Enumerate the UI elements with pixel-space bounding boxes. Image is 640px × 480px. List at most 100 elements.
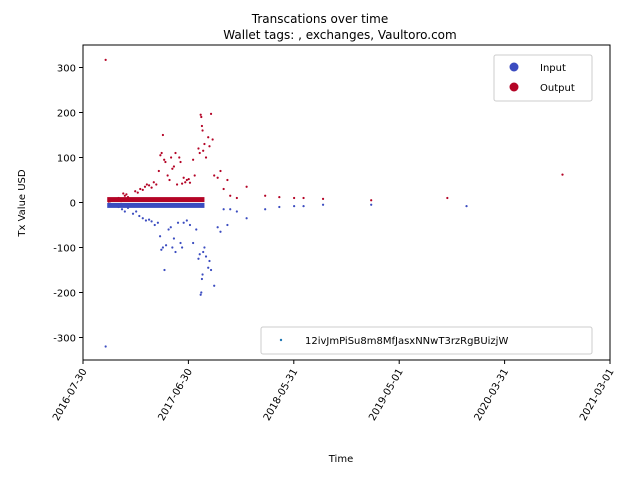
dense-band-input	[107, 202, 205, 208]
point-output	[112, 197, 115, 200]
point-input	[200, 291, 203, 294]
point-input	[163, 268, 166, 272]
x-tick-label: 2018-05-31	[262, 367, 301, 423]
point-output	[164, 160, 167, 164]
legend-lower-right: 12ivJmPiSu8m8MfJasxNNwT3rzRgBUizjW	[260, 326, 593, 355]
point-output	[119, 200, 123, 203]
point-output	[174, 151, 177, 155]
point-output	[245, 185, 248, 188]
point-input	[158, 235, 162, 238]
legend-output-marker	[509, 82, 519, 92]
point-input	[182, 221, 185, 224]
point-output	[198, 151, 201, 155]
point-output	[197, 147, 200, 150]
point-input	[209, 268, 213, 272]
point-output	[202, 149, 205, 152]
point-output	[134, 190, 137, 193]
point-output	[203, 142, 206, 146]
point-output	[129, 197, 132, 200]
y-tick-label: 0	[70, 199, 76, 210]
chart-title: Transcations over time	[251, 12, 388, 26]
point-output	[192, 158, 195, 161]
point-output	[207, 136, 210, 139]
point-output	[109, 200, 112, 203]
point-output	[219, 169, 222, 173]
point-input	[188, 223, 192, 227]
point-input	[171, 246, 174, 249]
point-input	[185, 219, 188, 222]
point-output	[293, 196, 296, 200]
point-input	[156, 221, 159, 224]
y-tick-label: 100	[57, 154, 76, 165]
legend-address-box	[260, 326, 593, 355]
legend-address-label: 12ivJmPiSu8m8MfJasxNNwT3rzRgBUizjW	[305, 336, 508, 347]
x-axis: 2016-07-30 2017-06-30 2018-05-31 2019-05-01…	[51, 360, 617, 423]
point-output	[201, 129, 204, 132]
point-input	[370, 203, 373, 206]
point-input	[161, 246, 165, 249]
point-output	[171, 167, 174, 170]
point-output	[199, 113, 202, 116]
point-output	[172, 165, 176, 168]
point-output	[561, 173, 564, 176]
point-output	[179, 160, 182, 164]
point-input	[198, 253, 201, 256]
point-input	[203, 246, 206, 249]
point-output	[216, 176, 219, 179]
point-output	[168, 178, 171, 182]
point-input	[264, 208, 267, 211]
point-output	[302, 196, 305, 200]
point-output	[200, 124, 204, 128]
point-output	[278, 196, 281, 199]
point-input	[204, 255, 208, 258]
point-input	[219, 230, 222, 233]
point-input	[179, 241, 182, 245]
x-tick-label: 2021-03-01	[578, 367, 617, 423]
point-output	[185, 178, 188, 182]
point-input	[208, 259, 211, 263]
point-input	[321, 203, 325, 206]
y-axis: -300 -200 -100 0 100 200 300	[53, 64, 83, 345]
point-output	[370, 199, 373, 202]
point-output	[150, 186, 153, 189]
point-input	[216, 226, 219, 229]
point-output	[222, 187, 225, 191]
chart-subtitle: Wallet tags: , exchanges, Vaultoro.com	[223, 28, 456, 42]
point-input	[197, 257, 200, 260]
point-output	[226, 178, 229, 182]
y-tick-label: 300	[57, 64, 76, 75]
point-output	[169, 156, 173, 159]
point-input	[293, 205, 296, 208]
legend-address-marker	[279, 338, 283, 342]
point-output	[209, 112, 213, 115]
point-input	[135, 210, 138, 213]
point-input	[131, 212, 135, 215]
point-output	[229, 194, 232, 197]
point-output	[126, 196, 130, 199]
point-output	[193, 174, 196, 177]
point-input	[192, 241, 195, 245]
point-output	[208, 145, 211, 148]
point-input	[245, 217, 248, 220]
point-input	[120, 208, 124, 211]
legend-box	[493, 54, 593, 102]
point-output	[125, 193, 128, 196]
point-output	[136, 191, 139, 194]
point-output	[115, 198, 119, 201]
legend-input-label: Input	[540, 63, 566, 74]
point-output	[182, 176, 185, 179]
point-input	[235, 210, 238, 213]
point-input	[176, 221, 180, 224]
point-input	[141, 217, 144, 220]
scatter-points	[104, 58, 564, 348]
point-input	[465, 205, 468, 208]
point-output	[211, 138, 214, 141]
point-input	[117, 205, 120, 209]
point-output	[181, 182, 184, 185]
point-input	[202, 250, 205, 254]
point-input	[109, 202, 112, 205]
point-input	[150, 220, 153, 223]
point-output	[163, 158, 166, 161]
point-input	[200, 277, 204, 281]
point-output	[157, 169, 160, 173]
